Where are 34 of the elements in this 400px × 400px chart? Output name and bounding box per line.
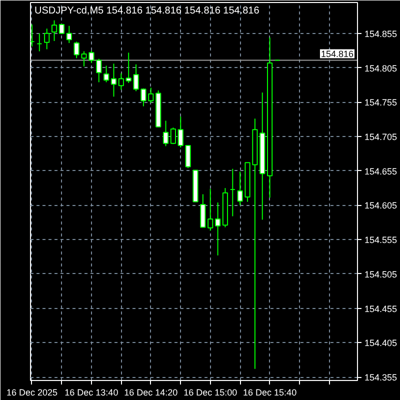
ref-line-label: 154.816	[320, 49, 354, 60]
candlestick	[200, 194, 206, 228]
candlestick	[36, 32, 42, 52]
y-tick-label: 154.605	[364, 200, 398, 211]
chart-title: USDJPY-cd,M5 154.816 154.816 154.816 154.816	[34, 6, 260, 16]
candlestick	[170, 127, 176, 145]
candlestick	[162, 120, 169, 147]
y-tick-label: 154.455	[364, 304, 398, 314]
y-tick-label: 154.405	[364, 338, 398, 348]
candlestick	[118, 72, 124, 90]
candlestick	[66, 25, 72, 44]
y-tick-label: 154.505	[364, 269, 398, 280]
x-tick-label: 16 Dec 2025	[6, 388, 58, 398]
candlestick	[110, 63, 117, 98]
x-tick-label: 16 Dec 15:00	[184, 388, 238, 398]
candlestick	[214, 202, 221, 256]
y-tick-label: 154.755	[364, 98, 398, 108]
x-tick-label: 16 Dec 14:20	[124, 388, 178, 398]
y-tick-label: 154.855	[364, 28, 398, 39]
x-tick-label: 16 Dec 15:40	[243, 388, 297, 398]
candlestick	[104, 65, 110, 83]
x-tick-label: 16 Dec 13:40	[64, 388, 118, 398]
y-tick-label: 154.705	[364, 132, 398, 142]
y-tick-label: 154.555	[364, 235, 398, 246]
candlestick	[96, 58, 102, 83]
y-tick-label: 154.355	[364, 372, 398, 383]
y-tick-label: 154.805	[364, 63, 398, 74]
candlestick	[178, 116, 184, 148]
y-tick-label: 154.655	[364, 166, 398, 176]
candlestick	[185, 144, 191, 169]
candlestick	[44, 28, 50, 50]
candlestick	[208, 188, 214, 232]
candlestick	[230, 168, 236, 217]
candlestick	[51, 20, 58, 42]
